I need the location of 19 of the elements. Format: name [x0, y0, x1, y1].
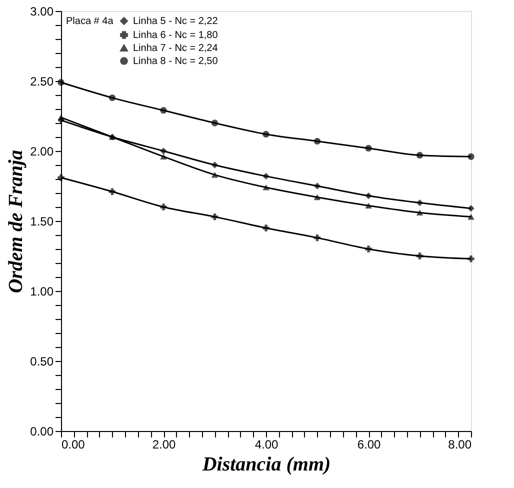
x-tick-label: 6.00	[357, 438, 381, 452]
x-tick-label: 8.00	[448, 438, 472, 452]
x-tick-label: 0.00	[62, 438, 86, 452]
y-axis-title: Ordem de Franja	[5, 150, 28, 294]
x-tick-label: 2.00	[152, 438, 176, 452]
x-axis-title: Distancia (mm)	[201, 454, 331, 476]
y-tick-label: 0.00	[30, 424, 54, 438]
y-tick-label: 0.50	[30, 354, 54, 368]
legend-label: Linha 6 - Nc = 1,80	[133, 30, 218, 41]
y-tick-label: 1.50	[30, 214, 54, 228]
legend-label: Linha 7 - Nc = 2,24	[133, 43, 218, 54]
legend-label: Linha 8 - Nc = 2,50	[133, 56, 218, 67]
y-tick-label: 2.50	[30, 74, 54, 88]
legend-label: Linha 5 - Nc = 2,22	[133, 16, 218, 27]
y-tick-label: 3.00	[30, 4, 54, 18]
y-tick-label: 1.00	[30, 284, 54, 298]
x-tick-label: 4.00	[254, 438, 278, 452]
legend-title: Placa # 4a	[66, 16, 114, 27]
y-tick-label: 2.00	[30, 144, 54, 158]
